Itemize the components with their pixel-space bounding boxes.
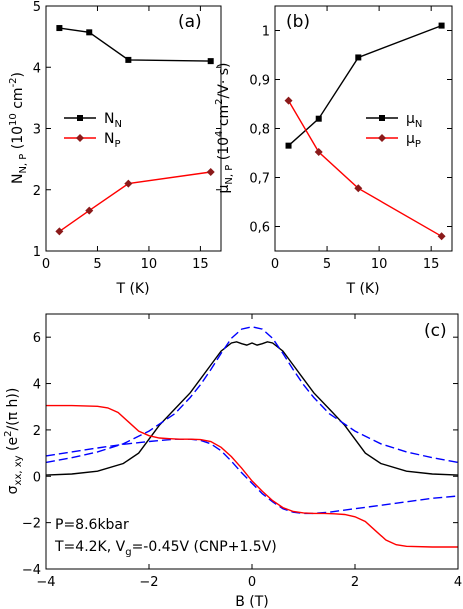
annotation-conditions: T=4.2K, Vg=-0.45V (CNP+1.5V) <box>54 539 277 558</box>
panel-c: −4 −2 0 2 4 −4 −2 0 2 4 6 (c) B (T) σxx, xy (e2/(π… <box>3 313 462 609</box>
panel-b-point-diamond <box>437 232 446 241</box>
panel-b-xtick-label: 5 <box>323 257 331 272</box>
panel-b-ytick-label: 0,8 <box>249 123 270 138</box>
panel-a-series-1-line <box>58 171 211 232</box>
panel-a-xtick-label: 15 <box>192 257 209 272</box>
panel-c-xtick-label: −2 <box>139 575 158 590</box>
panel-a-ytick-label: 1 <box>33 245 41 260</box>
legend-marker-nn <box>77 115 83 121</box>
panel-c-series-2-line <box>45 438 459 515</box>
panel-b-series-1-line <box>287 100 442 237</box>
panel-a-series-0-line <box>59 27 211 62</box>
panel-c-series-1-line <box>45 326 459 464</box>
panel-b-plot-area: 0 5 10 15 0,6 0,7 0,8 0,9 1 <box>249 6 452 272</box>
panel-b-ytick-label: 0,6 <box>249 221 270 236</box>
panel-c-ylabel: σxx, xy (e2/(π h)) <box>3 388 24 495</box>
panel-c-xtick-label: 0 <box>248 575 256 590</box>
panel-a-point-diamond <box>85 206 94 215</box>
legend-label-nn: NN <box>104 111 122 130</box>
panel-b-point-square <box>315 115 322 122</box>
panel-b-xtick-label: 10 <box>371 257 388 272</box>
panel-a-tag: (a) <box>178 12 202 32</box>
panel-c-series-0-line <box>45 341 459 476</box>
panel-b-series-0-line <box>288 24 442 147</box>
panel-a-point-square <box>207 58 214 65</box>
panel-a-frame <box>45 5 222 252</box>
panel-b-point-square <box>285 142 292 149</box>
panel-c-xtick-label: 4 <box>454 575 462 590</box>
panel-b-point-diamond <box>314 148 323 157</box>
panel-a-point-square <box>125 56 132 63</box>
panel-b-ylabel: μN, P (104 cm2/V· s) <box>214 62 235 193</box>
panel-b-point-diamond <box>284 96 293 105</box>
panel-c-ytick-label: −2 <box>22 517 41 532</box>
panel-b-xtick-label: 15 <box>423 257 440 272</box>
panel-a-point-diamond <box>206 167 215 176</box>
legend-marker-mun <box>379 115 385 121</box>
panel-b-ytick-label: 1 <box>262 25 270 40</box>
legend-label-mup: μP <box>406 131 421 150</box>
panel-c-ytick-label: 0 <box>33 470 41 485</box>
panel-c-series-3-line <box>46 404 458 548</box>
panel-c-xtick-label: −4 <box>36 575 55 590</box>
panel-b-tag: (b) <box>286 12 310 32</box>
panel-c-ytick-label: −4 <box>22 563 41 578</box>
panel-b-legend: μN μP <box>366 111 422 150</box>
panel-c-tag: (c) <box>424 321 447 341</box>
panel-c-plot-area: −4 −2 0 2 4 −4 −2 0 2 4 6 <box>22 314 462 590</box>
panel-b-ytick-label: 0,9 <box>249 74 270 89</box>
panel-b-point-square <box>438 22 445 29</box>
panel-a-xtick-label: 0 <box>42 257 50 272</box>
panel-c-ytick-label: 4 <box>33 378 41 393</box>
panel-a-ytick-label: 5 <box>33 0 41 15</box>
panel-c-frame <box>45 313 459 570</box>
panel-b-ytick-label: 0,7 <box>249 172 270 187</box>
panel-b-xlabel: T (K) <box>345 281 379 297</box>
panel-a-point-square <box>86 29 93 36</box>
panel-a-legend: NN NP <box>64 111 122 150</box>
legend-label-mun: μN <box>406 111 422 130</box>
panel-a-ylabel: NN, P (1010 cm-2) <box>8 72 29 184</box>
panel-a-xlabel: T (K) <box>115 281 149 297</box>
annotation-pressure: P=8.6kbar <box>55 517 129 533</box>
panel-a-ytick-label: 2 <box>33 184 41 199</box>
panel-b-xtick-label: 0 <box>271 257 279 272</box>
panel-a-xtick-label: 10 <box>141 257 158 272</box>
panel-a-ytick-label: 4 <box>33 61 41 76</box>
panel-c-xlabel: B (T) <box>235 594 269 609</box>
panel-a-xtick-label: 5 <box>93 257 101 272</box>
panel-b: 0 5 10 15 0,6 0,7 0,8 0,9 1 (b) T (K) μN, P (104… <box>214 5 453 297</box>
panel-a-point-diamond <box>55 227 64 236</box>
legend-marker-mup <box>378 134 386 142</box>
panel-b-point-diamond <box>354 184 363 193</box>
panel-c-ytick-label: 2 <box>33 424 41 439</box>
panel-c-xtick-label: 2 <box>351 575 359 590</box>
panel-a-plot-area: 0 5 10 15 1 2 3 4 5 <box>33 0 221 272</box>
panel-b-point-square <box>355 54 362 61</box>
panel-c-ytick-label: 6 <box>33 331 41 346</box>
legend-marker-np <box>76 134 84 142</box>
panel-b-frame <box>274 5 453 252</box>
panel-a-point-diamond <box>124 179 133 188</box>
panel-a-ytick-label: 3 <box>33 123 41 138</box>
panel-a-point-square <box>56 25 63 32</box>
legend-label-np: NP <box>104 131 121 150</box>
